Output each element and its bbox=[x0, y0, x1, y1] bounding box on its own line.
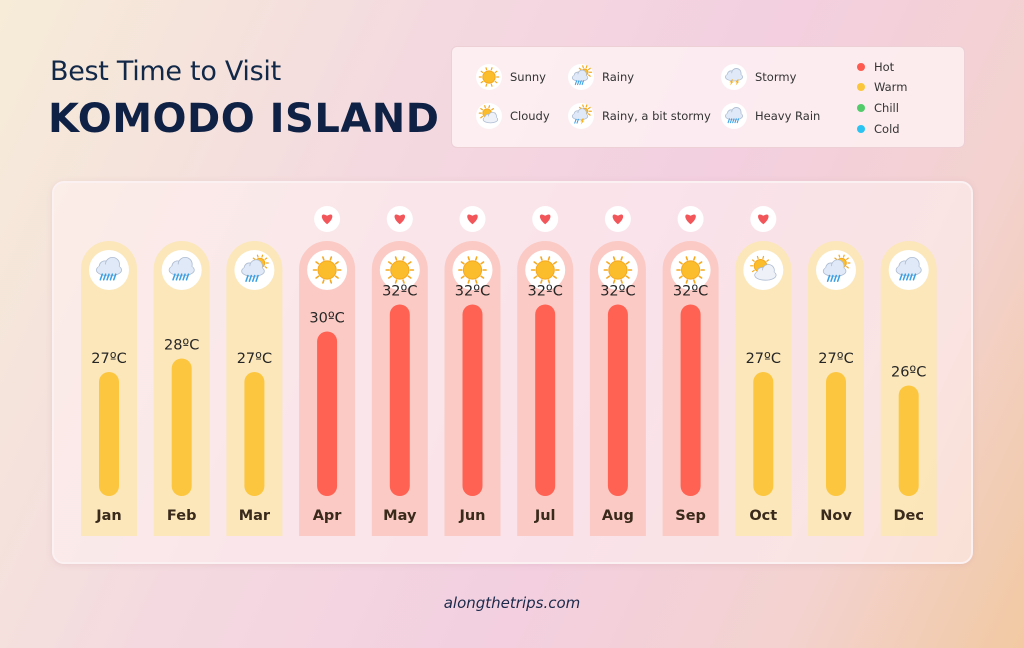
legend-item-stormy: Stormy bbox=[721, 64, 796, 90]
legend-label: Hot bbox=[874, 60, 895, 74]
temperature-bar bbox=[171, 358, 192, 496]
warm-color-dot bbox=[857, 83, 865, 91]
month-label: Aug bbox=[602, 508, 634, 524]
sun-rain-cloud-icon bbox=[568, 64, 594, 90]
temperature-value-label: 27ºC bbox=[237, 351, 272, 367]
month-label: Oct bbox=[749, 508, 777, 524]
legend-item-hot: Hot bbox=[857, 60, 894, 74]
month-label: Jun bbox=[458, 508, 485, 524]
page-title: KOMODO ISLAND bbox=[48, 96, 440, 142]
temperature-bar bbox=[462, 304, 483, 496]
legend-item-cloudy: Cloudy bbox=[476, 103, 550, 129]
rainy-weather-icon bbox=[822, 254, 851, 282]
legend-label: Stormy bbox=[755, 70, 797, 84]
sun-icon bbox=[476, 64, 502, 90]
cold-color-dot bbox=[857, 125, 865, 133]
heart-icon bbox=[612, 214, 624, 225]
heart-icon bbox=[467, 214, 478, 225]
legend-item-rainy-stormy: Rainy, a bit stormy bbox=[568, 103, 711, 129]
sunny-weather-icon bbox=[385, 256, 415, 284]
footer-url[interactable]: alongthetrips.com bbox=[443, 594, 581, 612]
legend-item-rainy: Rainy bbox=[568, 64, 634, 90]
legend-label: Rainy bbox=[602, 70, 635, 84]
legend-label: Rainy, a bit stormy bbox=[602, 109, 711, 123]
heavy-rain-cloud-icon bbox=[721, 103, 747, 129]
legend-item-chill: Chill bbox=[857, 101, 899, 115]
heavy-rain-weather-icon bbox=[168, 256, 195, 281]
temperature-value-label: 26ºC bbox=[891, 365, 926, 381]
month-label: Nov bbox=[820, 508, 852, 524]
month-label: Feb bbox=[167, 508, 197, 524]
rainy-weather-icon bbox=[241, 254, 269, 282]
month-label: Jan bbox=[95, 508, 122, 524]
temperature-value-label: 27ºC bbox=[818, 351, 853, 367]
heavy-rain-weather-icon bbox=[895, 256, 922, 281]
legend-label: Cold bbox=[874, 122, 900, 136]
month-label: Dec bbox=[893, 508, 923, 524]
cloudy-weather-icon bbox=[750, 255, 777, 281]
temperature-value-label: 28ºC bbox=[164, 338, 199, 354]
chill-color-dot bbox=[857, 104, 865, 112]
legend-label: Chill bbox=[874, 101, 899, 115]
temperature-bar bbox=[607, 304, 628, 496]
legend-label: Warm bbox=[874, 80, 908, 94]
temperature-bar bbox=[99, 372, 119, 496]
temperature-value-label: 32ºC bbox=[382, 284, 417, 300]
temperature-value-label: 30ºC bbox=[309, 311, 344, 327]
sun-cloud-icon bbox=[476, 103, 502, 129]
heart-icon bbox=[758, 214, 769, 225]
temperature-bar bbox=[389, 304, 410, 496]
heart-icon bbox=[321, 214, 333, 225]
month-label: Sep bbox=[675, 508, 706, 524]
rain-lightning-icon bbox=[568, 103, 594, 129]
legend-item-cold: Cold bbox=[857, 122, 900, 136]
legend-item-heavy-rain: Heavy Rain bbox=[721, 103, 820, 129]
month-label: Mar bbox=[239, 508, 271, 524]
sunny-weather-icon bbox=[603, 256, 633, 284]
sunny-weather-icon bbox=[458, 256, 487, 284]
temperature-value-label: 27ºC bbox=[91, 351, 126, 367]
temperature-bar bbox=[753, 372, 774, 496]
heart-icon bbox=[394, 214, 406, 225]
legend-item-sunny: Sunny bbox=[476, 64, 546, 90]
legend-item-warm: Warm bbox=[857, 80, 907, 94]
temperature-bar bbox=[826, 372, 846, 496]
temperature-bar bbox=[244, 372, 265, 496]
legend-label: Sunny bbox=[510, 70, 546, 84]
temperature-bar bbox=[317, 331, 338, 496]
temperature-value-label: 32ºC bbox=[455, 284, 490, 300]
temperature-value-label: 32ºC bbox=[527, 284, 562, 300]
temperature-bar bbox=[680, 304, 701, 496]
legend-label: Heavy Rain bbox=[755, 109, 821, 123]
legend: Sunny Cloudy Rainy Rainy, a bit stormy S… bbox=[451, 46, 965, 148]
month-label: May bbox=[383, 508, 417, 524]
month-label: Jul bbox=[534, 508, 556, 524]
storm-cloud-icon bbox=[721, 64, 747, 90]
sunny-weather-icon bbox=[312, 256, 342, 284]
heavy-rain-weather-icon bbox=[96, 256, 123, 281]
month-label: Apr bbox=[313, 508, 343, 524]
temperature-value-label: 32ºC bbox=[673, 284, 708, 300]
hot-color-dot bbox=[857, 63, 865, 71]
page-title-small: Best Time to Visit bbox=[50, 56, 281, 87]
temperature-bar bbox=[535, 304, 556, 496]
temperature-value-label: 32ºC bbox=[600, 284, 635, 300]
heart-icon bbox=[539, 214, 551, 225]
legend-label: Cloudy bbox=[510, 109, 550, 123]
temperature-bar bbox=[898, 385, 919, 496]
sunny-weather-icon bbox=[530, 256, 560, 284]
temperature-value-label: 27ºC bbox=[746, 351, 781, 367]
sunny-weather-icon bbox=[676, 256, 706, 284]
heart-icon bbox=[685, 214, 696, 225]
